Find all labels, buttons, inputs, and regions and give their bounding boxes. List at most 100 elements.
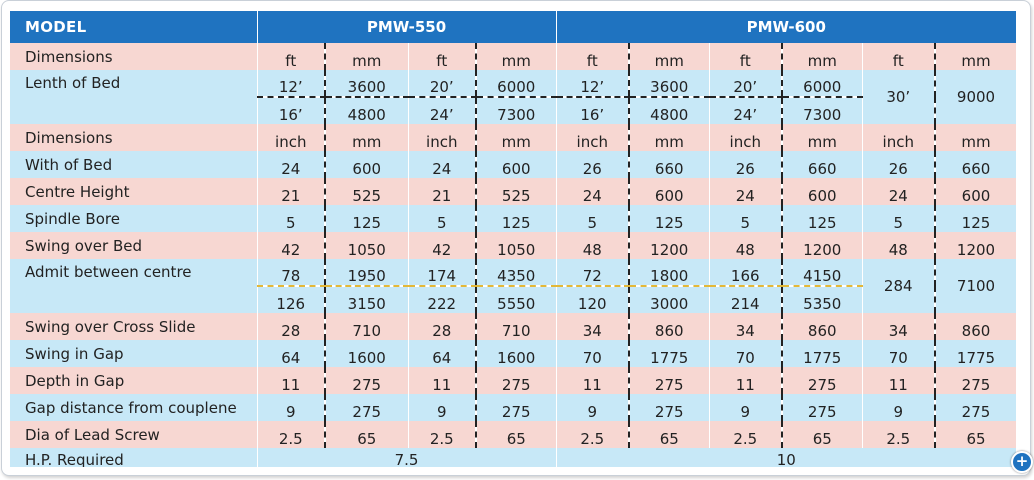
value-cell: 3600 [628, 70, 709, 98]
unit-cell: inch [861, 124, 935, 151]
value-cell: 9000 [934, 70, 1016, 124]
value-cell: 48 [708, 232, 782, 259]
units-row-ft: Dimensions ft mm ft mm ft mm ft mm ft mm [10, 43, 1016, 70]
value-cell: 9 [708, 394, 782, 421]
unit-cell: mm [628, 124, 709, 151]
value-cell: 48 [555, 232, 629, 259]
value-cell: 7300 [781, 97, 862, 124]
row-label: Swing over Cross Slide [10, 313, 257, 340]
value-cell: 1800 [628, 259, 709, 287]
value-cell: 275 [781, 394, 862, 421]
value-cell: 710 [475, 313, 556, 340]
row-label: Centre Height [10, 178, 257, 205]
value-cell: 660 [628, 151, 709, 178]
value-cell: 120 [555, 286, 629, 313]
value-cell: 11 [555, 367, 629, 394]
unit-cell: inch [407, 124, 476, 151]
spec-table: MODEL PMW-550 PMW-600 Dimensions ft mm f… [10, 11, 1016, 467]
unit-cell: mm [324, 43, 408, 70]
value-cell: 5350 [781, 286, 862, 313]
value-cell: 1600 [324, 340, 408, 367]
plus-circle-icon[interactable]: + [1011, 451, 1033, 473]
row-label: Gap distance from couplene [10, 394, 257, 421]
value-cell: 660 [781, 151, 862, 178]
value-cell: 222 [407, 286, 476, 313]
value-cell: 24 [407, 151, 476, 178]
value-cell: 21 [256, 178, 325, 205]
row-label: H.P. Required [10, 448, 257, 467]
row-label: Swing over Bed [10, 232, 257, 259]
value-cell: 72 [555, 259, 629, 287]
value-cell: 42 [256, 232, 325, 259]
row-label: Swing in Gap [10, 340, 257, 367]
value-cell: 2.5 [861, 421, 935, 448]
value-cell: 275 [324, 367, 408, 394]
value-cell: 11 [256, 367, 325, 394]
value-cell: 34 [555, 313, 629, 340]
value-cell: 1050 [324, 232, 408, 259]
value-cell: 11 [861, 367, 935, 394]
value-cell: 16’ [555, 97, 629, 124]
value-cell: 34 [708, 313, 782, 340]
value-cell: 126 [256, 286, 325, 313]
value-cell: 3150 [324, 286, 408, 313]
value-cell: 4150 [781, 259, 862, 287]
value-cell: 2.5 [407, 421, 476, 448]
value-cell: 9 [256, 394, 325, 421]
value-cell: 7100 [934, 259, 1016, 313]
value-cell: 28 [407, 313, 476, 340]
value-cell: 710 [324, 313, 408, 340]
unit-cell: inch [256, 124, 325, 151]
value-cell: 125 [628, 205, 709, 232]
value-cell: 3000 [628, 286, 709, 313]
value-cell: 5 [256, 205, 325, 232]
value-cell: 600 [628, 178, 709, 205]
value-cell: 10 [555, 448, 1016, 467]
value-cell: 64 [256, 340, 325, 367]
value-cell: 275 [934, 394, 1016, 421]
value-cell: 600 [934, 178, 1016, 205]
value-cell: 1950 [324, 259, 408, 287]
table-row-hp-required: H.P. Required 7.5 10 [10, 448, 1016, 467]
value-cell: 860 [934, 313, 1016, 340]
value-cell: 600 [324, 151, 408, 178]
row-label: Admit between centre [10, 259, 257, 313]
value-cell: 3600 [324, 70, 408, 98]
value-cell: 70 [555, 340, 629, 367]
value-cell: 1200 [781, 232, 862, 259]
value-cell: 1775 [934, 340, 1016, 367]
value-cell: 24 [555, 178, 629, 205]
value-cell: 660 [934, 151, 1016, 178]
value-cell: 65 [475, 421, 556, 448]
header-row: MODEL PMW-550 PMW-600 [10, 11, 1016, 43]
value-cell: 9 [861, 394, 935, 421]
unit-cell: mm [934, 43, 1016, 70]
unit-cell: mm [934, 124, 1016, 151]
value-cell: 600 [781, 178, 862, 205]
unit-cell: mm [628, 43, 709, 70]
value-cell: 6000 [475, 70, 556, 98]
value-cell: 275 [628, 367, 709, 394]
value-cell: 166 [708, 259, 782, 287]
value-cell: 284 [861, 259, 935, 313]
value-cell: 64 [407, 340, 476, 367]
row-label: Dia of Lead Screw [10, 421, 257, 448]
model-label: MODEL [10, 11, 257, 43]
value-cell: 70 [708, 340, 782, 367]
unit-cell: ft [256, 43, 325, 70]
row-label: Depth in Gap [10, 367, 257, 394]
value-cell: 174 [407, 259, 476, 287]
value-cell: 275 [628, 394, 709, 421]
value-cell: 24 [861, 178, 935, 205]
table-row-swing-over-bed: Swing over Bed 42 1050 42 1050 48 1200 4… [10, 232, 1016, 259]
value-cell: 12’ [555, 70, 629, 98]
value-cell: 24’ [407, 97, 476, 124]
value-cell: 16’ [256, 97, 325, 124]
unit-cell: ft [861, 43, 935, 70]
value-cell: 11 [407, 367, 476, 394]
value-cell: 275 [781, 367, 862, 394]
value-cell: 1200 [934, 232, 1016, 259]
value-cell: 70 [861, 340, 935, 367]
model-pmw-550: PMW-550 [256, 11, 556, 43]
value-cell: 65 [628, 421, 709, 448]
